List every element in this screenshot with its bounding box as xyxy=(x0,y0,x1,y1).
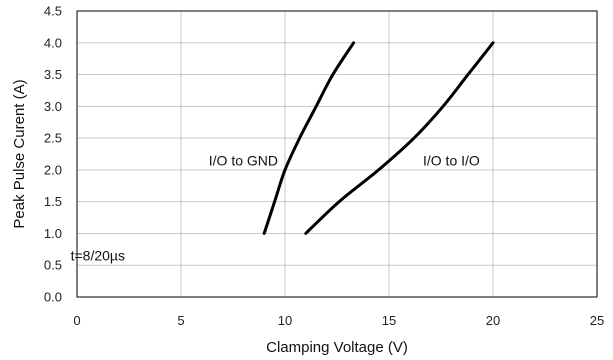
x-axis-tick-labels: 0 5 10 15 20 25 xyxy=(73,313,604,328)
annotation-t-8-20-s: t=8/20µs xyxy=(71,248,125,264)
y-tick-label: 2.5 xyxy=(44,131,62,146)
x-axis-title: Clamping Voltage (V) xyxy=(266,339,408,356)
x-tick-label: 15 xyxy=(382,313,396,328)
annotation-i-o-to-i-o: I/O to I/O xyxy=(423,152,480,168)
y-tick-label: 4.0 xyxy=(44,35,62,50)
y-tick-label: 0.0 xyxy=(44,290,62,305)
series-curves xyxy=(262,41,495,235)
x-tick-label: 20 xyxy=(486,313,500,328)
y-tick-label: 1.5 xyxy=(44,194,62,209)
annotation-i-o-to-gnd: I/O to GND xyxy=(209,152,278,168)
plot-area-border xyxy=(76,10,598,298)
y-tick-label: 3.5 xyxy=(44,67,62,82)
x-tick-label: 5 xyxy=(177,313,184,328)
series-line-i-o-to-gnd xyxy=(262,41,356,235)
y-axis-title: Peak Pulse Curent (A) xyxy=(11,79,28,228)
annotations: I/O to GND I/O to I/O t=8/20µs xyxy=(71,152,480,263)
x-tick-label: 0 xyxy=(73,313,80,328)
y-tick-label: 4.5 xyxy=(44,4,62,19)
x-tick-label: 10 xyxy=(278,313,292,328)
x-tick-label: 25 xyxy=(590,313,604,328)
y-tick-label: 1.0 xyxy=(44,226,62,241)
grid-lines xyxy=(76,10,598,298)
y-tick-label: 2.0 xyxy=(44,162,62,177)
y-tick-label: 3.0 xyxy=(44,99,62,114)
y-tick-label: 0.5 xyxy=(44,258,62,273)
y-axis-tick-labels: 0.0 0.5 1.0 1.5 2.0 2.5 3.0 3.5 4.0 4.5 xyxy=(44,4,62,305)
series-line-i-o-to-i-o xyxy=(304,41,495,235)
